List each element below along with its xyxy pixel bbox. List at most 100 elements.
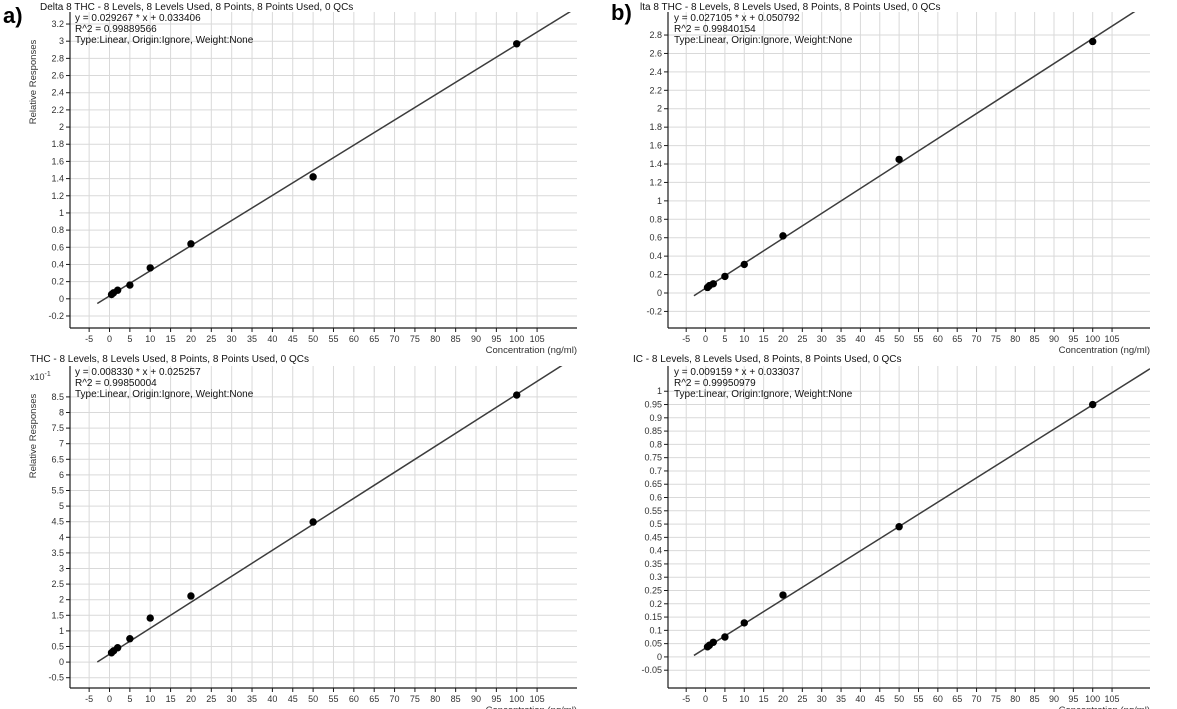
y-tick-label: -0.2 [646, 306, 662, 316]
x-tick-label: 40 [855, 334, 865, 344]
data-point [1089, 37, 1097, 46]
x-tick-label: 95 [491, 334, 501, 344]
x-tick-label: 70 [972, 334, 982, 344]
chart-title: IC - 8 Levels, 8 Levels Used, 8 Points, … [633, 354, 902, 365]
y-tick-label: 1.6 [51, 156, 64, 166]
y-tick-label: 3 [59, 563, 64, 573]
y-tick-label: 8 [59, 407, 64, 417]
y-tick-label: 0 [657, 652, 662, 662]
x-tick-label: 60 [933, 694, 943, 704]
x-tick-label: 30 [227, 334, 237, 344]
x-tick-label: 20 [186, 694, 196, 704]
x-tick-label: 25 [206, 694, 216, 704]
calibration-chart-delta8-thc-a: -5 0 5 10 15 20 25 30 35 40 45 50 55 60 65 70 75 80 85 90 95… [0, 0, 600, 356]
data-point [779, 591, 787, 599]
x-tick-label: 65 [952, 334, 962, 344]
data-point [309, 518, 317, 526]
x-tick-label: 30 [817, 694, 827, 704]
equation-text: y = 0.027105 * x + 0.050792 [674, 13, 800, 24]
y-tick-label: 0.2 [649, 599, 662, 609]
fit-type-text: Type:Linear, Origin:Ignore, Weight:None [75, 35, 254, 46]
y-tick-label: 2.4 [51, 88, 64, 98]
y-tick-label: 5 [59, 501, 64, 511]
y-tick-label: 0.55 [644, 506, 662, 516]
x-axis-label: Concentration (ng/ml) [1059, 345, 1150, 356]
x-tick-label: 60 [349, 694, 359, 704]
x-tick-label: 5 [127, 334, 132, 344]
y-tick-label: 0 [59, 657, 64, 667]
x-tick-label: 70 [390, 694, 400, 704]
x-tick-label: 95 [491, 694, 501, 704]
r-squared-text: R^2 = 0.99840154 [674, 24, 756, 35]
fit-type-text: Type:Linear, Origin:Ignore, Weight:None [674, 35, 853, 46]
y-tick-label: 0.4 [51, 259, 64, 269]
x-tick-label: 80 [1010, 334, 1020, 344]
y-tick-label: 0.4 [649, 251, 662, 261]
calibration-chart-delta8-thc-b: -5 0 5 10 15 20 25 30 35 40 45 50 55 60 65 70 75 80 85 90 95… [600, 0, 1177, 356]
x-tick-label: 75 [410, 694, 420, 704]
x-tick-label: 80 [1010, 694, 1020, 704]
x-tick-label: 95 [1068, 694, 1078, 704]
y-tick-label: 0.95 [644, 400, 662, 410]
data-point [187, 240, 195, 248]
x-tick-label: 75 [991, 694, 1001, 704]
y-scale-label: x10-1 [30, 371, 51, 382]
x-tick-label: -5 [85, 694, 93, 704]
x-tick-label: 55 [913, 694, 923, 704]
y-tick-label: 1.4 [649, 159, 662, 169]
data-point [740, 260, 748, 269]
y-tick-label: 1.8 [649, 122, 662, 132]
data-point [146, 264, 154, 272]
data-point [126, 281, 134, 289]
x-tick-label: 100 [509, 334, 524, 344]
y-tick-label: 0.85 [644, 426, 662, 436]
x-tick-label: 90 [1049, 694, 1059, 704]
data-point [895, 155, 903, 164]
y-tick-label: 1.6 [649, 141, 662, 151]
data-point [709, 638, 717, 647]
x-tick-label: 50 [894, 334, 904, 344]
fit-type-text: Type:Linear, Origin:Ignore, Weight:None [674, 389, 853, 400]
x-tick-label: 30 [817, 334, 827, 344]
x-tick-label: 65 [369, 694, 379, 704]
x-tick-label: 75 [991, 334, 1001, 344]
plot-area: -5 0 5 10 15 20 25 30 35 40 45 50 55 60 65 70 75 80 85 90 95… [641, 366, 1150, 709]
regression-line [693, 12, 1136, 297]
y-tick-label: 2.6 [649, 48, 662, 58]
y-tick-label: 2 [657, 104, 662, 114]
data-point [1089, 400, 1097, 409]
x-tick-label: 25 [206, 334, 216, 344]
data-point [513, 40, 521, 48]
x-tick-label: 15 [166, 334, 176, 344]
x-tick-label: 20 [186, 334, 196, 344]
y-tick-label: 2 [59, 595, 64, 605]
x-tick-label: 60 [933, 334, 943, 344]
calibration-chart-thc-b: -5 0 5 10 15 20 25 30 35 40 45 50 55 60 65 70 75 80 85 90 95… [600, 352, 1177, 709]
y-tick-label: 0.05 [644, 639, 662, 649]
y-tick-label: 1.2 [51, 191, 64, 201]
x-tick-label: 45 [288, 694, 298, 704]
y-tick-label: 4.5 [51, 517, 64, 527]
y-tick-label: 5.5 [51, 485, 64, 495]
x-tick-label: 85 [451, 694, 461, 704]
x-tick-label: 90 [471, 334, 481, 344]
y-tick-label: 0.9 [649, 413, 662, 423]
calibration-chart-thc-a: -5 0 5 10 15 20 25 30 35 40 45 50 55 60 65 70 75 80 85 90 95… [0, 352, 600, 709]
y-tick-label: 0.15 [644, 612, 662, 622]
chart-title: Delta 8 THC - 8 Levels, 8 Levels Used, 8… [40, 2, 354, 13]
x-tick-label: 80 [430, 334, 440, 344]
x-tick-label: 80 [430, 694, 440, 704]
equation-text: y = 0.008330 * x + 0.025257 [75, 367, 201, 378]
y-tick-label: 0.65 [644, 479, 662, 489]
x-tick-label: 50 [894, 694, 904, 704]
x-tick-label: 95 [1068, 334, 1078, 344]
y-tick-label: 1.8 [51, 139, 64, 149]
data-point [721, 633, 729, 641]
fit-annotation: y = 0.027105 * x + 0.050792 R^2 = 0.9984… [674, 13, 852, 46]
x-tick-label: 30 [227, 694, 237, 704]
x-tick-label: 55 [913, 334, 923, 344]
x-tick-label: 25 [797, 334, 807, 344]
plot-area: -5 0 5 10 15 20 25 30 35 40 45 50 55 60 65 70 75 80 85 90 95… [646, 12, 1150, 356]
x-tick-label: 100 [1085, 694, 1100, 704]
